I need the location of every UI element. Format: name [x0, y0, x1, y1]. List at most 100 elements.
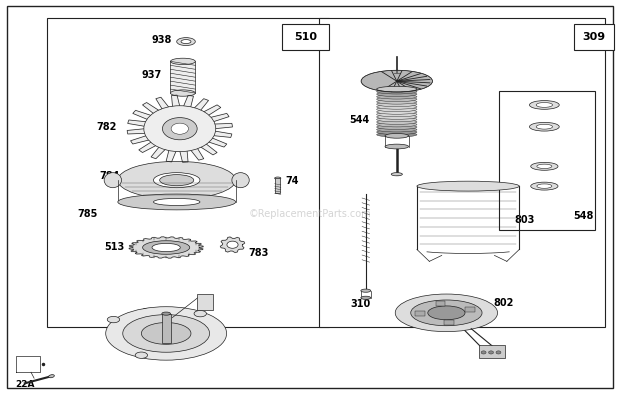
- Ellipse shape: [391, 173, 402, 176]
- Ellipse shape: [377, 97, 417, 102]
- Bar: [479, 345, 505, 358]
- Ellipse shape: [104, 173, 122, 188]
- Ellipse shape: [377, 109, 417, 114]
- Bar: [574, 24, 614, 50]
- Text: 309: 309: [582, 32, 605, 42]
- Circle shape: [162, 118, 197, 140]
- Text: 802: 802: [493, 298, 513, 308]
- Bar: [415, 311, 425, 316]
- Circle shape: [227, 241, 238, 248]
- Ellipse shape: [385, 144, 409, 149]
- Ellipse shape: [377, 94, 417, 99]
- Ellipse shape: [118, 194, 236, 210]
- Ellipse shape: [48, 375, 55, 378]
- Text: 783: 783: [248, 248, 268, 258]
- Ellipse shape: [275, 177, 281, 179]
- Ellipse shape: [105, 307, 227, 360]
- Ellipse shape: [153, 173, 200, 188]
- Text: 801: 801: [141, 308, 162, 318]
- Ellipse shape: [536, 103, 552, 107]
- Ellipse shape: [377, 120, 417, 124]
- Ellipse shape: [377, 127, 417, 132]
- Ellipse shape: [377, 132, 417, 137]
- Polygon shape: [129, 237, 203, 258]
- Text: 938: 938: [152, 35, 172, 46]
- Ellipse shape: [537, 184, 552, 188]
- Ellipse shape: [377, 105, 417, 109]
- Ellipse shape: [361, 296, 371, 299]
- Ellipse shape: [170, 90, 195, 96]
- Text: 544: 544: [349, 114, 370, 125]
- Bar: [499, 91, 595, 230]
- Bar: [435, 301, 445, 306]
- Text: 803: 803: [515, 215, 535, 225]
- Ellipse shape: [159, 175, 193, 186]
- Ellipse shape: [396, 294, 497, 332]
- Ellipse shape: [194, 310, 206, 317]
- Bar: [466, 307, 476, 312]
- Circle shape: [171, 123, 188, 134]
- Text: 784: 784: [99, 171, 120, 181]
- Ellipse shape: [531, 182, 558, 190]
- Ellipse shape: [181, 40, 191, 44]
- Bar: [162, 314, 170, 343]
- Ellipse shape: [141, 322, 191, 344]
- Text: ©ReplacementParts.com: ©ReplacementParts.com: [249, 209, 371, 219]
- Text: 937: 937: [141, 70, 162, 80]
- Ellipse shape: [361, 289, 371, 292]
- Ellipse shape: [537, 164, 552, 169]
- Ellipse shape: [377, 130, 417, 135]
- Text: 548: 548: [574, 211, 594, 221]
- Bar: [282, 24, 329, 50]
- Ellipse shape: [377, 102, 417, 107]
- Polygon shape: [127, 95, 232, 162]
- Text: 513: 513: [104, 242, 125, 253]
- Bar: [444, 320, 454, 325]
- Circle shape: [489, 351, 494, 354]
- Bar: [275, 178, 280, 193]
- Ellipse shape: [135, 352, 148, 358]
- Ellipse shape: [377, 86, 417, 92]
- Circle shape: [144, 106, 216, 152]
- Ellipse shape: [377, 89, 417, 94]
- Ellipse shape: [232, 173, 249, 188]
- Ellipse shape: [531, 162, 558, 170]
- Ellipse shape: [153, 198, 200, 206]
- Ellipse shape: [417, 181, 520, 191]
- Ellipse shape: [377, 112, 417, 117]
- Ellipse shape: [529, 101, 559, 109]
- Ellipse shape: [118, 161, 236, 199]
- Text: 782: 782: [96, 122, 117, 132]
- Ellipse shape: [377, 107, 417, 112]
- Ellipse shape: [385, 133, 409, 138]
- Ellipse shape: [410, 300, 482, 326]
- Ellipse shape: [536, 124, 552, 129]
- Ellipse shape: [177, 38, 195, 46]
- Ellipse shape: [361, 70, 433, 92]
- Text: 74: 74: [285, 176, 299, 187]
- Ellipse shape: [377, 92, 417, 97]
- Bar: [197, 294, 213, 310]
- Ellipse shape: [162, 312, 170, 315]
- Ellipse shape: [428, 306, 465, 320]
- Circle shape: [481, 351, 486, 354]
- Ellipse shape: [123, 314, 210, 352]
- Ellipse shape: [152, 244, 180, 251]
- Bar: [319, 18, 604, 327]
- Ellipse shape: [377, 99, 417, 104]
- Ellipse shape: [143, 241, 190, 254]
- Polygon shape: [220, 237, 245, 253]
- Circle shape: [496, 351, 501, 354]
- Ellipse shape: [377, 122, 417, 127]
- Bar: [46, 18, 329, 327]
- Bar: [170, 61, 195, 93]
- Ellipse shape: [377, 114, 417, 119]
- Text: 22A: 22A: [16, 381, 35, 389]
- Ellipse shape: [107, 316, 120, 323]
- Text: 310: 310: [350, 299, 371, 309]
- Text: 785: 785: [78, 209, 98, 219]
- Text: 510: 510: [294, 32, 317, 42]
- Ellipse shape: [170, 58, 195, 65]
- Ellipse shape: [377, 125, 417, 129]
- Ellipse shape: [377, 117, 417, 122]
